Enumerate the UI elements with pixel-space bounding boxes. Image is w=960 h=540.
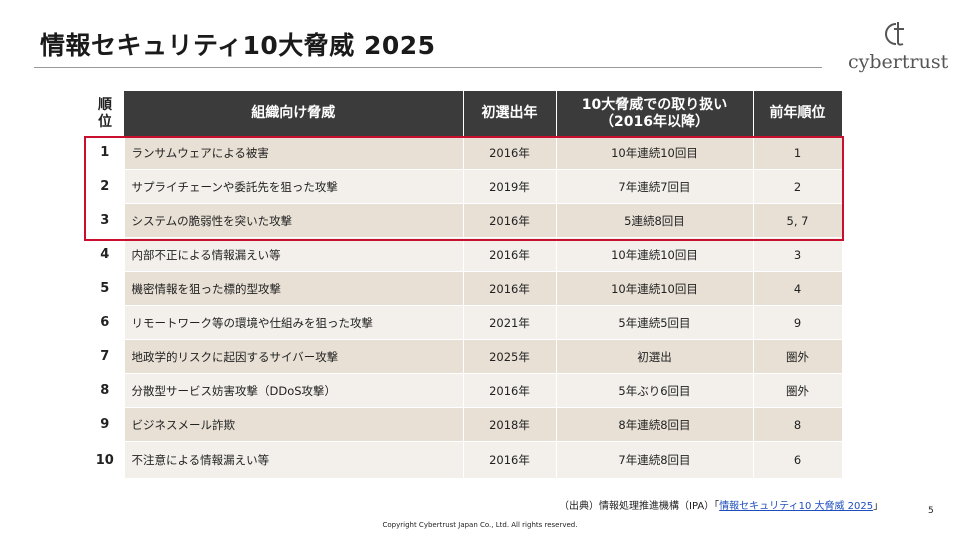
page-number: 5 [928, 506, 934, 516]
copyright-notice: Copyright Cybertrust Japan Co., Ltd. All… [382, 521, 578, 529]
cell-rank: 10 [86, 441, 125, 479]
cell-threat: 不注意による情報漏えい等 [124, 441, 464, 479]
logo-wordmark: cybertrust [848, 51, 949, 73]
table-row: 4 内部不正による情報漏えい等 2016年 10年連続10回目 3 [86, 237, 843, 272]
cell-rank: 4 [86, 237, 125, 272]
cell-threat: 内部不正による情報漏えい等 [124, 237, 464, 272]
threat-ranking-table: 順 位 組織向け脅威 初選出年 10大脅威での取り扱い （2016年以降） 前年… [86, 91, 843, 479]
cell-prev-rank: 圏外 [753, 339, 843, 374]
source-suffix: 」 [873, 501, 884, 512]
cell-rank: 3 [86, 203, 125, 238]
cell-prev-rank: 3 [753, 237, 843, 272]
table-row: 2 サプライチェーンや委託先を狙った攻撃 2019年 7年連続7回目 2 [86, 169, 843, 204]
header-threat: 組織向け脅威 [124, 91, 464, 136]
cell-prev-rank: 6 [753, 441, 843, 479]
cell-rank: 5 [86, 271, 125, 306]
header-prev-rank: 前年順位 [753, 91, 843, 136]
cell-times: 5年連続5回目 [556, 305, 754, 340]
table-row: 9 ビジネスメール詐欺 2018年 8年連続8回目 8 [86, 407, 843, 442]
ct-monogram-icon [885, 22, 904, 46]
cell-prev-rank: 9 [753, 305, 843, 340]
table-row: 8 分散型サービス妨害攻撃（DDoS攻撃） 2016年 5年ぶり6回目 圏外 [86, 373, 843, 408]
cell-prev-rank: 5, 7 [753, 203, 843, 238]
cell-threat: 分散型サービス妨害攻撃（DDoS攻撃） [124, 373, 464, 408]
table-row: 3 システムの脆弱性を突いた攻撃 2016年 5連続8回目 5, 7 [86, 203, 843, 238]
table-row: 10 不注意による情報漏えい等 2016年 7年連続8回目 6 [86, 441, 843, 479]
cell-prev-rank: 8 [753, 407, 843, 442]
cell-first-year: 2018年 [463, 407, 557, 442]
title-divider [34, 67, 822, 68]
table-row: 6 リモートワーク等の環境や仕組みを狙った攻撃 2021年 5年連続5回目 9 [86, 305, 843, 340]
source-citation: （出典）情報処理推進機構（IPA）「情報セキュリティ10 大脅威 2025」 [559, 497, 883, 512]
source-link[interactable]: 情報セキュリティ10 大脅威 2025 [719, 501, 874, 512]
cell-threat: ランサムウェアによる被害 [124, 136, 464, 170]
source-prefix: （出典）情報処理推進機構（IPA）「 [559, 501, 720, 512]
cell-threat: システムの脆弱性を突いた攻撃 [124, 203, 464, 238]
cell-times: 10年連続10回目 [556, 237, 754, 272]
cell-threat: ビジネスメール詐欺 [124, 407, 464, 442]
cell-first-year: 2016年 [463, 441, 557, 479]
table-row: 5 機密情報を狙った標的型攻撃 2016年 10年連続10回目 4 [86, 271, 843, 306]
cell-threat: リモートワーク等の環境や仕組みを狙った攻撃 [124, 305, 464, 340]
cell-rank: 1 [86, 136, 125, 170]
cell-threat: 地政学的リスクに起因するサイバー攻撃 [124, 339, 464, 374]
top3-highlight-box [84, 136, 844, 241]
cell-first-year: 2021年 [463, 305, 557, 340]
cell-prev-rank: 1 [753, 136, 843, 170]
cell-first-year: 2016年 [463, 373, 557, 408]
cell-times: 7年連続7回目 [556, 169, 754, 204]
cell-rank: 7 [86, 339, 125, 374]
cell-first-year: 2019年 [463, 169, 557, 204]
cell-first-year: 2016年 [463, 271, 557, 306]
cell-rank: 6 [86, 305, 125, 340]
cell-times: 10年連続10回目 [556, 271, 754, 306]
cell-first-year: 2016年 [463, 136, 557, 170]
company-logo: cybertrust [848, 20, 948, 76]
cell-prev-rank: 4 [753, 271, 843, 306]
header-rank: 順 位 [86, 91, 124, 136]
table-header-row: 順 位 組織向け脅威 初選出年 10大脅威での取り扱い （2016年以降） 前年… [86, 91, 843, 136]
cell-prev-rank: 圏外 [753, 373, 843, 408]
table-row: 1 ランサムウェアによる被害 2016年 10年連続10回目 1 [86, 136, 843, 170]
cell-times: 8年連続8回目 [556, 407, 754, 442]
cell-rank: 8 [86, 373, 125, 408]
cell-prev-rank: 2 [753, 169, 843, 204]
table-row: 7 地政学的リスクに起因するサイバー攻撃 2025年 初選出 圏外 [86, 339, 843, 374]
cell-first-year: 2025年 [463, 339, 557, 374]
cell-first-year: 2016年 [463, 203, 557, 238]
cell-rank: 9 [86, 407, 125, 442]
cell-first-year: 2016年 [463, 237, 557, 272]
cell-times: 5連続8回目 [556, 203, 754, 238]
cell-times: 10年連続10回目 [556, 136, 754, 170]
header-first-year: 初選出年 [463, 91, 557, 136]
cell-times: 5年ぶり6回目 [556, 373, 754, 408]
page-title: 情報セキュリティ10大脅威 2025 [40, 31, 436, 60]
cell-times: 初選出 [556, 339, 754, 374]
cell-times: 7年連続8回目 [556, 441, 754, 479]
header-times: 10大脅威での取り扱い （2016年以降） [556, 91, 754, 136]
cell-threat: 機密情報を狙った標的型攻撃 [124, 271, 464, 306]
cell-threat: サプライチェーンや委託先を狙った攻撃 [124, 169, 464, 204]
cell-rank: 2 [86, 169, 125, 204]
